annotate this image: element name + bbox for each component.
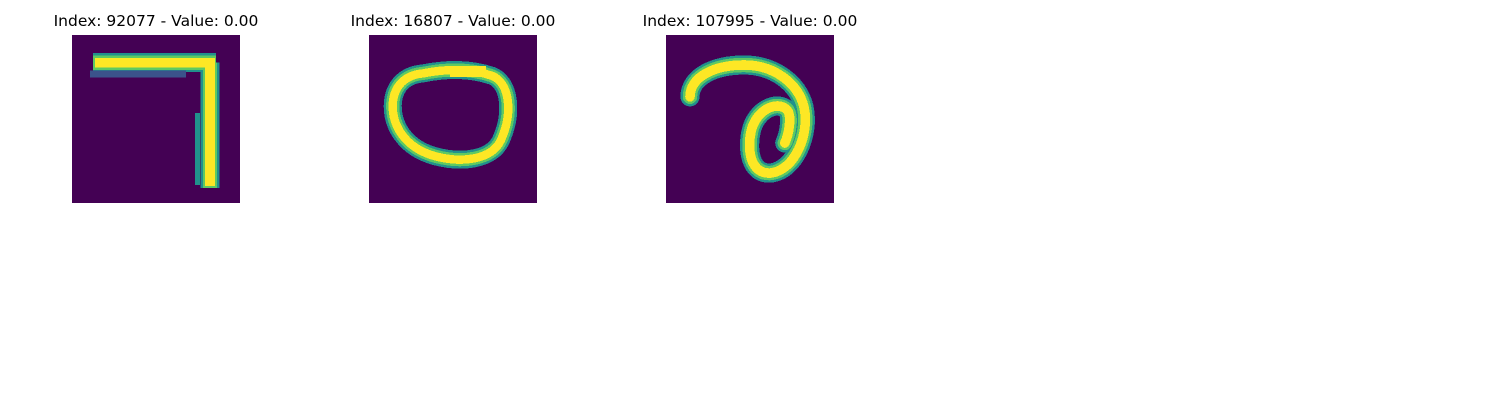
digit-seven-image <box>72 35 240 203</box>
ring-zero-image <box>369 35 537 203</box>
panel-title: Index: 16807 - Value: 0.00 <box>350 12 556 30</box>
curl-stroke-image <box>666 35 834 203</box>
panel-2: Index: 16807 - Value: 0.00 <box>303 0 603 210</box>
panel-title: Index: 107995 - Value: 0.00 <box>642 12 858 30</box>
panel-1: Index: 92077 - Value: 0.00 <box>6 0 306 210</box>
digit-image <box>369 35 537 203</box>
panel-title: Index: 92077 - Value: 0.00 <box>53 12 259 30</box>
digit-image <box>666 35 834 203</box>
panel-3: Index: 107995 - Value: 0.00 <box>600 0 900 210</box>
digit-image <box>72 35 240 203</box>
